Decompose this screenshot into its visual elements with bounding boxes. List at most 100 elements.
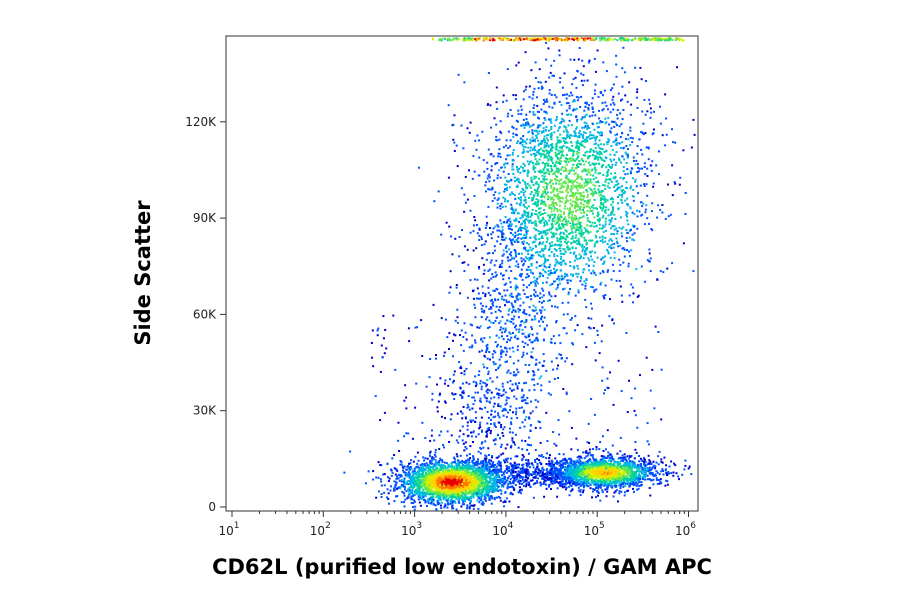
- event-dot: [388, 477, 391, 480]
- event-dot: [493, 476, 496, 479]
- event-dot: [453, 485, 456, 488]
- event-dot: [496, 496, 498, 499]
- event-dot: [452, 461, 455, 464]
- event-dot: [509, 486, 511, 489]
- event-dot: [435, 487, 438, 490]
- event-dot: [513, 478, 516, 481]
- event-dot: [660, 460, 663, 463]
- event-dot: [657, 455, 660, 458]
- event-dot: [581, 474, 584, 477]
- event-dot: [441, 493, 444, 496]
- event-dot: [408, 473, 411, 476]
- event-dot: [631, 466, 634, 469]
- event-dot: [438, 493, 440, 495]
- event-dot: [622, 479, 625, 482]
- event-dot: [661, 461, 664, 464]
- event-dot: [483, 469, 486, 472]
- event-dot: [596, 466, 599, 468]
- event-dot: [586, 462, 589, 465]
- event-dot: [426, 484, 429, 487]
- event-dot: [476, 472, 479, 475]
- event-dot: [646, 463, 649, 466]
- event-dot: [443, 492, 446, 495]
- event-dot: [409, 480, 412, 483]
- event-dot: [429, 475, 432, 478]
- event-dot: [539, 461, 542, 464]
- event-dot: [383, 491, 386, 494]
- event-dot: [485, 480, 488, 483]
- event-dot: [482, 471, 485, 473]
- event-dot: [460, 468, 463, 471]
- event-dot: [445, 495, 448, 498]
- event-dot: [505, 468, 508, 471]
- event-dot: [590, 477, 592, 480]
- event-dot: [434, 480, 436, 483]
- event-dot: [481, 482, 484, 485]
- event-dot: [424, 478, 427, 481]
- event-dot: [436, 491, 439, 494]
- event-dot: [457, 462, 460, 465]
- event-dot: [442, 467, 445, 470]
- event-dot: [512, 233, 514, 236]
- event-dot: [554, 474, 557, 477]
- event-dot: [540, 463, 543, 466]
- event-dot: [592, 483, 595, 486]
- event-dot: [441, 473, 443, 476]
- event-dot: [615, 481, 618, 484]
- event-dot: [505, 480, 508, 483]
- event-dot: [591, 168, 594, 171]
- event-dot: [491, 497, 494, 500]
- event-dot: [579, 221, 582, 224]
- event-dot: [518, 486, 521, 489]
- event-dot: [418, 492, 421, 495]
- event-dot: [575, 459, 578, 462]
- event-dot: [471, 459, 474, 462]
- event-dot: [513, 194, 516, 197]
- event-dot: [393, 500, 396, 502]
- event-dot: [612, 463, 615, 466]
- event-dot: [628, 470, 631, 473]
- event-dot: [464, 461, 467, 464]
- event-dot: [615, 467, 617, 470]
- event-dot: [440, 459, 443, 462]
- event-dot: [422, 471, 425, 474]
- event-dot: [674, 464, 677, 467]
- event-dot: [495, 488, 498, 491]
- event-dot: [610, 474, 613, 477]
- event-dot: [550, 468, 553, 471]
- event-dot: [440, 483, 443, 486]
- event-dot: [412, 472, 415, 475]
- event-dot: [550, 488, 552, 490]
- event-dot: [497, 473, 500, 476]
- event-dot: [650, 479, 653, 482]
- event-dot: [413, 470, 416, 472]
- event-dot: [417, 479, 419, 482]
- event-dot: [478, 492, 481, 495]
- event-dot: [450, 493, 453, 496]
- event-dot: [618, 484, 620, 487]
- event-dot: [631, 483, 634, 485]
- event-dot: [497, 489, 500, 492]
- event-dot: [399, 463, 402, 466]
- event-dot: [565, 109, 568, 112]
- event-dot: [456, 465, 459, 468]
- event-dot: [478, 462, 481, 465]
- event-dot: [484, 454, 487, 457]
- event-dot: [595, 485, 598, 488]
- event-dot: [419, 464, 422, 467]
- event-dot: [567, 463, 570, 466]
- event-dot: [536, 462, 539, 465]
- event-dot: [476, 499, 479, 502]
- event-dot: [434, 459, 437, 462]
- event-dot: [479, 498, 482, 501]
- event-dot: [437, 487, 440, 490]
- event-dot: [471, 488, 474, 491]
- event-dot: [527, 481, 530, 484]
- event-dot: [400, 501, 403, 504]
- event-dot: [606, 470, 609, 473]
- event-dot: [493, 498, 496, 501]
- event-dot: [408, 488, 411, 491]
- event-dot: [511, 470, 513, 473]
- event-dot: [595, 473, 598, 476]
- event-dot: [511, 485, 514, 488]
